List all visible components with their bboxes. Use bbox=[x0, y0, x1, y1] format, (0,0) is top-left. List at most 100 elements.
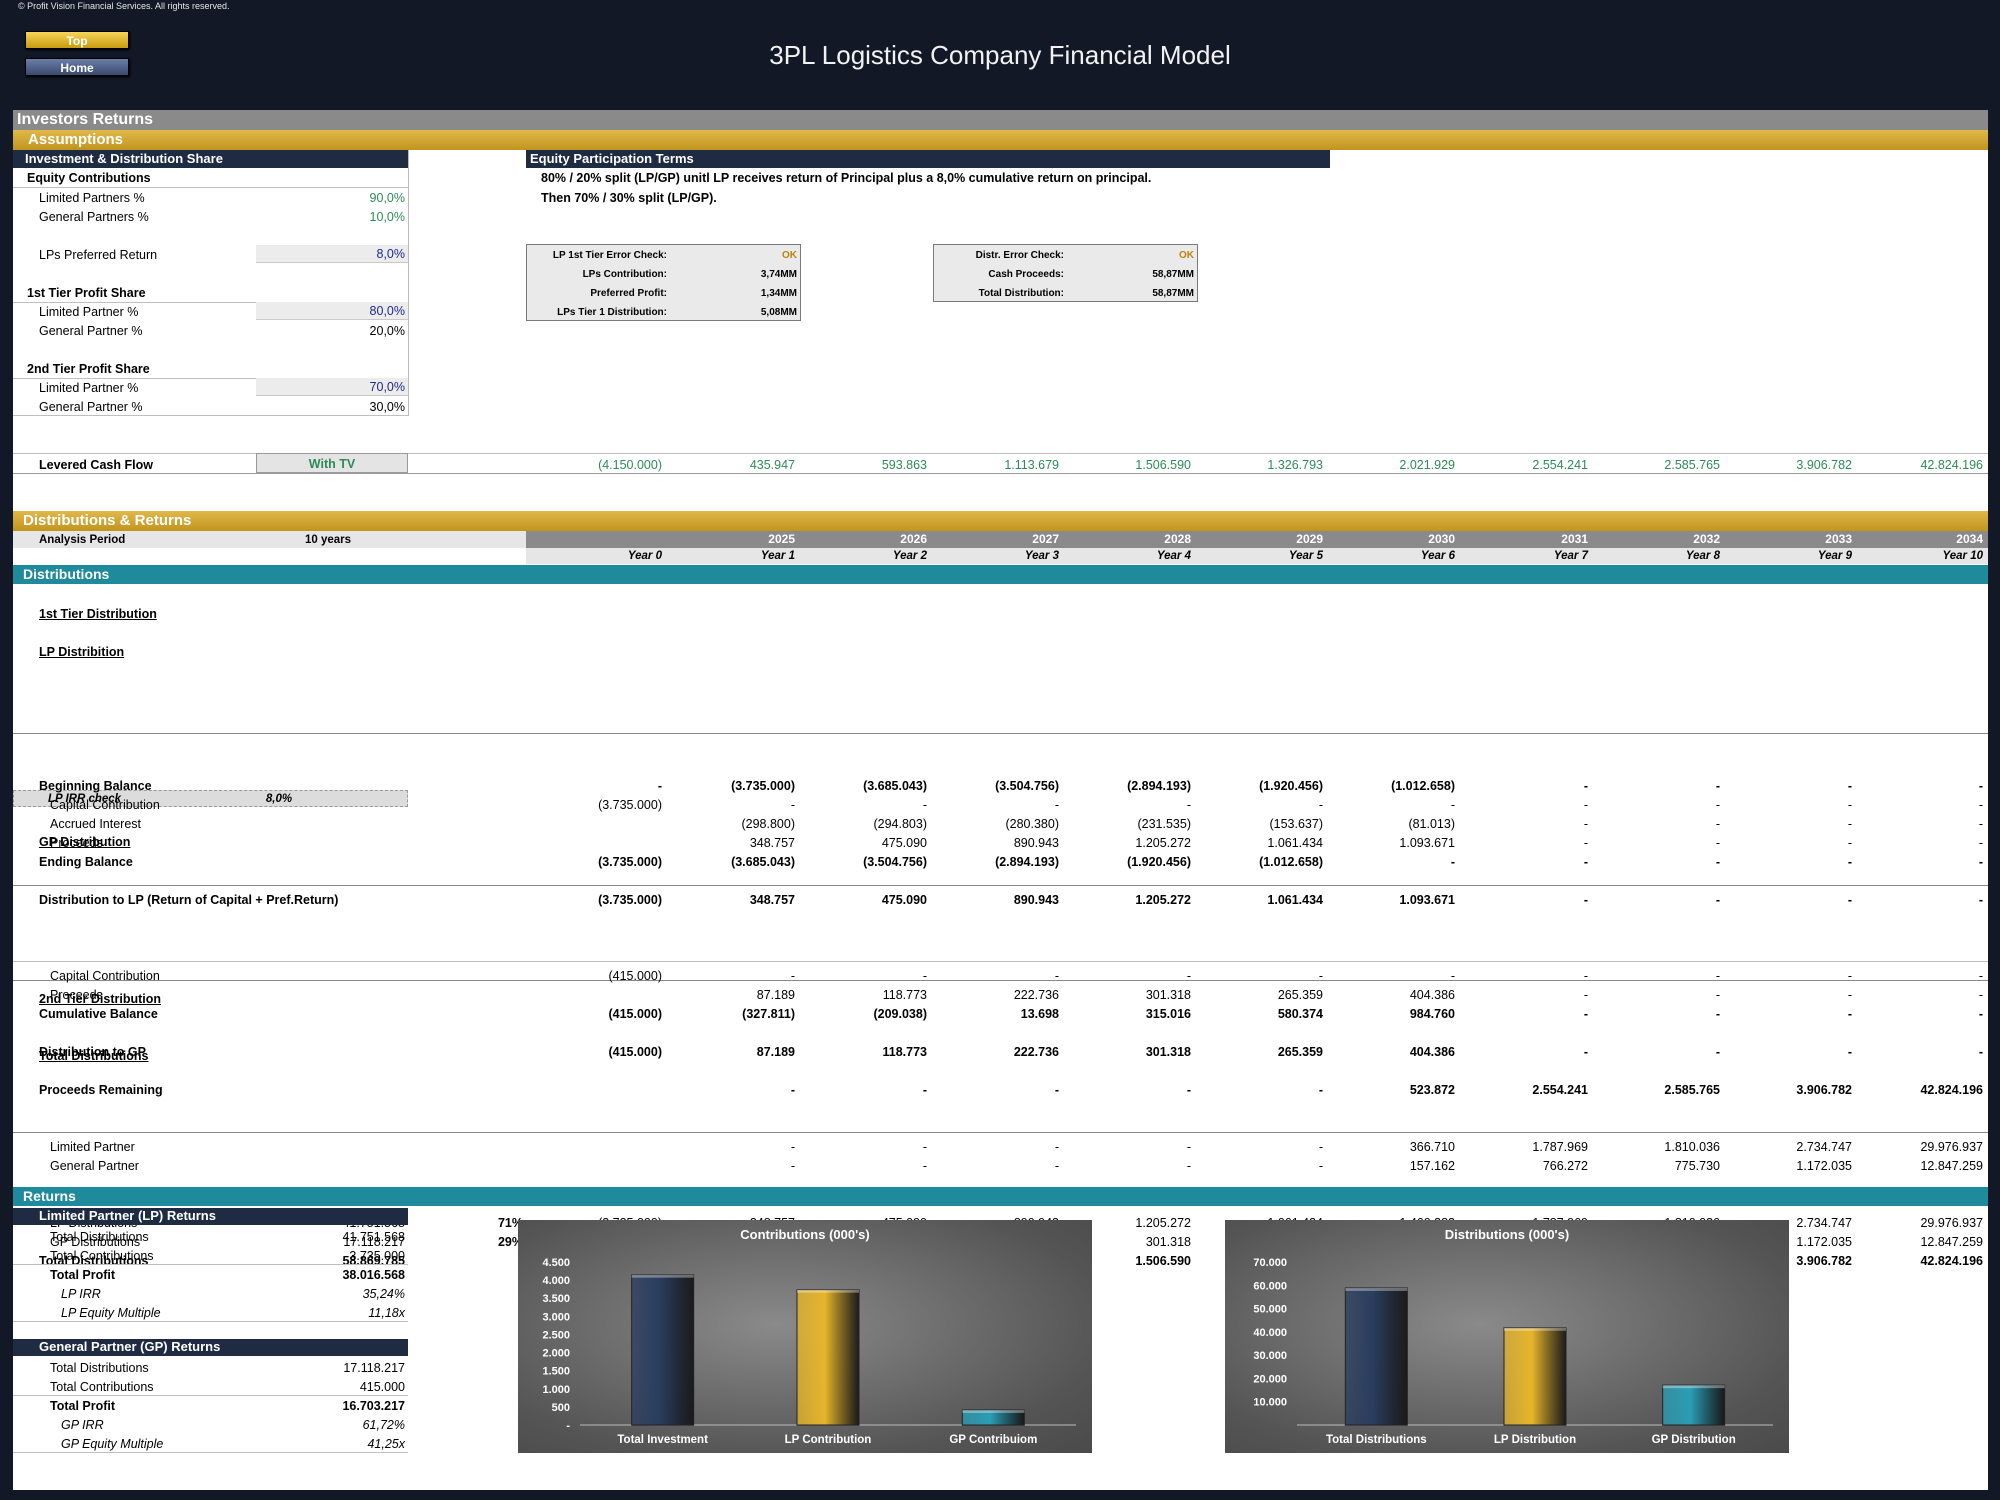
dist-row-total: 17.118.217 bbox=[343, 1235, 405, 1249]
equity-terms-line2: Then 70% / 30% split (LP/GP). bbox=[541, 191, 717, 205]
dist-row-cell: 301.318 bbox=[1145, 1235, 1191, 1249]
returns-divider bbox=[13, 1395, 408, 1396]
dist-row-cell: 301.318 bbox=[1145, 988, 1191, 1002]
bar-highlight bbox=[631, 1274, 694, 1278]
dist-row-cell: - bbox=[1715, 893, 1720, 907]
dist-row-cell: (294.803) bbox=[873, 817, 927, 831]
t2-lp-input[interactable]: 70,0% bbox=[256, 378, 408, 396]
dist-row-cell: - bbox=[1583, 798, 1588, 812]
returns-label: Total Distributions bbox=[50, 1230, 149, 1244]
dist-row-cell: - bbox=[1318, 1159, 1323, 1173]
levered-cf-cell: 1.326.793 bbox=[1267, 458, 1323, 472]
dist-row-cell: - bbox=[1318, 1083, 1323, 1097]
dist-row-cell: (81.013) bbox=[1408, 817, 1455, 831]
dist-row-cell: 1.172.035 bbox=[1796, 1235, 1852, 1249]
dist-row-cell: (415.000) bbox=[608, 969, 662, 983]
y-tick-label: 10.000 bbox=[1253, 1397, 1287, 1409]
assumptions-bar: Assumptions bbox=[13, 130, 1988, 150]
returns-divider bbox=[13, 1321, 408, 1322]
lp-irr-check-label: LP IRR check bbox=[48, 793, 122, 805]
dist-row-cell: - bbox=[1715, 836, 1720, 850]
dist-row-cell: 1.810.036 bbox=[1664, 1140, 1720, 1154]
dist-row-cell: - bbox=[1715, 798, 1720, 812]
period-header-cell: Year 3 bbox=[1024, 550, 1059, 562]
distr-check-box: Distr. Error Check: OK Cash Proceeds: 58… bbox=[933, 244, 1198, 302]
year-header-cell: 2033 bbox=[1825, 532, 1852, 546]
dist-row-cell: 523.872 bbox=[1409, 1083, 1455, 1097]
analysis-period-value[interactable]: 10 years bbox=[305, 534, 352, 546]
lp-tier1-check-box: LP 1st Tier Error Check: OK LPs Contribu… bbox=[526, 244, 801, 321]
dist-row-cell: 2.734.747 bbox=[1796, 1216, 1852, 1230]
bar-highlight bbox=[1345, 1287, 1408, 1291]
dist-row-cell: 2.734.747 bbox=[1796, 1140, 1852, 1154]
y-tick-label: 1.500 bbox=[542, 1366, 570, 1378]
pref-return-input[interactable]: 8,0% bbox=[256, 245, 408, 263]
dist-row-cell: 1.172.035 bbox=[1796, 1159, 1852, 1173]
t1-gp-label: General Partner % bbox=[39, 324, 143, 338]
period-header-cell: Year 9 bbox=[1817, 550, 1852, 562]
tv-selector-value: With TV bbox=[308, 457, 356, 471]
dist-row-cell: 29.976.937 bbox=[1920, 1140, 1983, 1154]
dist-row-cell: 42.824.196 bbox=[1920, 1254, 1983, 1268]
bar bbox=[796, 1289, 860, 1426]
dist-row-cell: - bbox=[1715, 988, 1720, 1002]
dist-row-cell: - bbox=[1715, 1007, 1720, 1021]
tv-selector[interactable]: With TV bbox=[256, 453, 408, 473]
dist-row-cell: - bbox=[1715, 969, 1720, 983]
copyright-text: © Profit Vision Financial Services. All … bbox=[18, 1, 230, 11]
dist-row-cell: - bbox=[1847, 779, 1852, 793]
dist-row-cell: 1.787.969 bbox=[1532, 1140, 1588, 1154]
dist-row-cell: 222.736 bbox=[1013, 1045, 1059, 1059]
x-category-label: GP Distribution bbox=[1652, 1434, 1736, 1446]
dist-row-cell: (2.894.193) bbox=[995, 855, 1059, 869]
y-tick-label: 30.000 bbox=[1253, 1350, 1287, 1362]
analysis-period-label: Analysis Period bbox=[39, 534, 126, 546]
dist-row-cell: 366.710 bbox=[1409, 1140, 1455, 1154]
year-header-cell: 2032 bbox=[1693, 532, 1720, 546]
bar bbox=[631, 1274, 695, 1426]
levered-cf-cell: 2.021.929 bbox=[1399, 458, 1455, 472]
levered-cf-cell: 2.554.241 bbox=[1532, 458, 1588, 472]
dist-row-cell: - bbox=[657, 779, 662, 793]
lp-irr-check-value: 8,0% bbox=[265, 793, 293, 805]
lp-dist-title: LP Distribition bbox=[39, 645, 125, 659]
t1-lp-input[interactable]: 80,0% bbox=[256, 302, 408, 320]
lp-pct-label: Limited Partners % bbox=[39, 191, 145, 205]
bar-highlight bbox=[962, 1409, 1025, 1413]
dist-row-cell: (280.380) bbox=[1005, 817, 1059, 831]
dist-row-cell: 404.386 bbox=[1409, 1045, 1455, 1059]
returns-value: 11,18x bbox=[368, 1306, 405, 1320]
dist-row-cell: - bbox=[1847, 798, 1852, 812]
year-header-cell: 2034 bbox=[1956, 532, 1983, 546]
home-button[interactable]: Home bbox=[25, 58, 129, 76]
section-title: Investors Returns bbox=[17, 111, 154, 128]
x-category-label: LP Contribution bbox=[785, 1434, 872, 1446]
top-button[interactable]: Top bbox=[25, 31, 129, 49]
period-header-cell: Year 0 bbox=[627, 550, 662, 562]
bar bbox=[961, 1409, 1025, 1426]
lp-returns-header: Limited Partner (LP) Returns bbox=[13, 1208, 408, 1225]
gp-pct-value[interactable]: 10,0% bbox=[369, 210, 405, 224]
levered-cf-cell: 1.506.590 bbox=[1135, 458, 1191, 472]
dist-row-cell: 12.847.259 bbox=[1920, 1159, 1983, 1173]
lp-irr-check-row: LP IRR check 8,0% bbox=[13, 790, 408, 807]
dist-row-pct: 71% bbox=[497, 1216, 523, 1230]
dist-row-cell: 315.016 bbox=[1145, 1007, 1191, 1021]
dist-row-cell: - bbox=[1450, 855, 1455, 869]
check1-label-3: LPs Tier 1 Distribution: bbox=[557, 307, 667, 318]
year-header-cell: 2031 bbox=[1561, 532, 1588, 546]
check1-value-3: 5,08MM bbox=[760, 307, 797, 318]
returns-value: 35,24% bbox=[362, 1287, 405, 1301]
dist-row-cell: 1.205.272 bbox=[1135, 1216, 1191, 1230]
dist-row-cell: 1.205.272 bbox=[1135, 893, 1191, 907]
analysis-period-row bbox=[13, 531, 526, 548]
dist-row-cell: - bbox=[1583, 836, 1588, 850]
assumptions-title: Assumptions bbox=[28, 131, 124, 148]
dist-row-cell: 475.090 bbox=[881, 893, 927, 907]
dist-row-cell: (3.504.756) bbox=[863, 855, 927, 869]
dist-row-cell: - bbox=[1583, 855, 1588, 869]
dist-row-cell: 1.093.671 bbox=[1399, 836, 1455, 850]
lp-pct-value[interactable]: 90,0% bbox=[369, 191, 405, 205]
dist-row-cell: - bbox=[1847, 969, 1852, 983]
dist-row-cell: 404.386 bbox=[1409, 988, 1455, 1002]
